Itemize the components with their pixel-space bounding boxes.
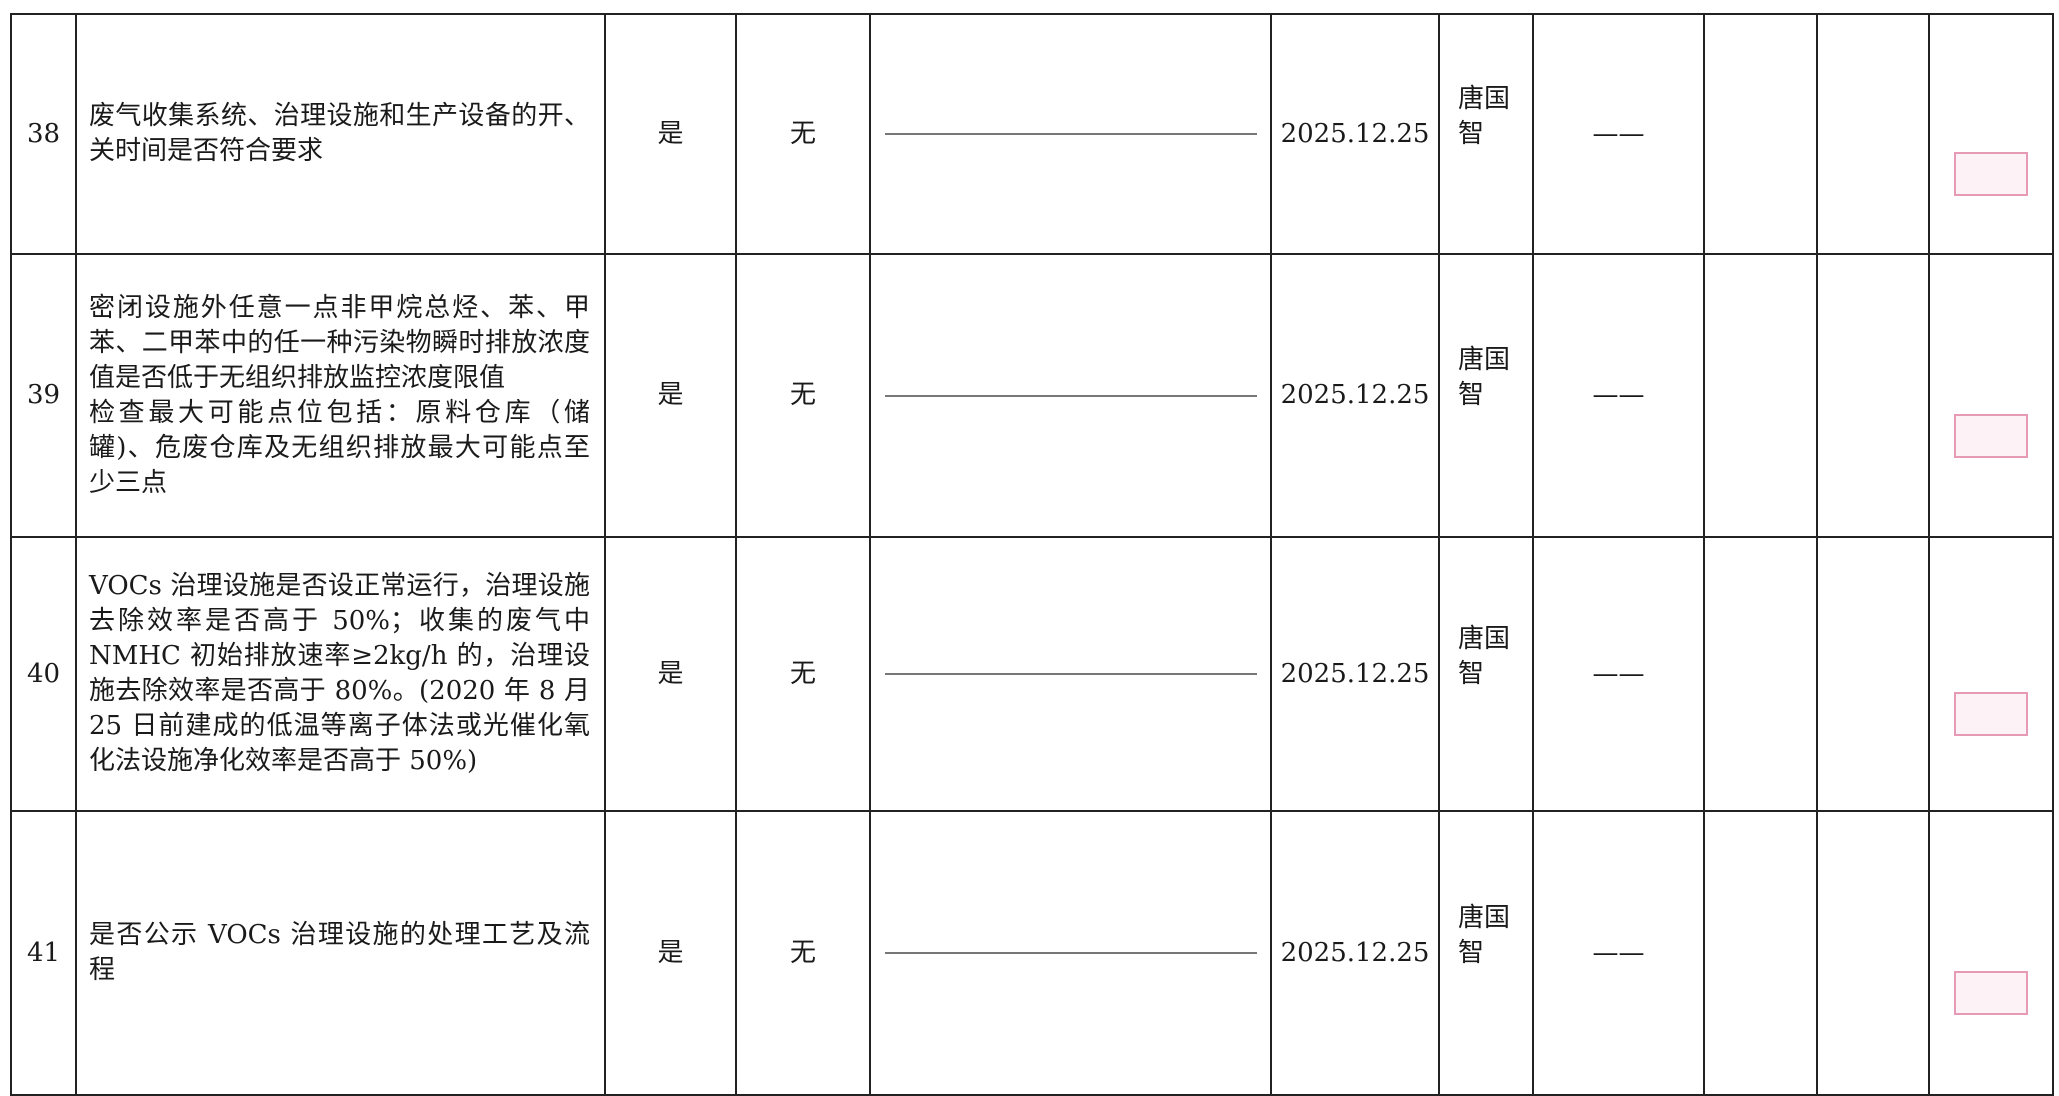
remark: —— bbox=[1592, 118, 1645, 149]
empty-cell bbox=[1703, 810, 1818, 1096]
evidence-photo bbox=[884, 673, 1257, 675]
date-cell: 2025.12.25 bbox=[1270, 253, 1440, 538]
empty-cell bbox=[1703, 253, 1818, 538]
remark: —— bbox=[1592, 937, 1645, 968]
conformity: 是 bbox=[604, 13, 737, 255]
remark-cell: —— bbox=[1532, 253, 1705, 538]
photo-cell bbox=[869, 13, 1272, 255]
row-number: 40 bbox=[10, 536, 77, 812]
remark-cell: —— bbox=[1532, 536, 1705, 812]
item-text: 是否公示 VOCs 治理设施的处理工艺及流程 bbox=[89, 920, 590, 985]
conformity: 是 bbox=[604, 536, 737, 812]
row-number: 41 bbox=[10, 810, 77, 1096]
date: 2025.12.25 bbox=[1280, 937, 1430, 968]
issue: 无 bbox=[735, 536, 871, 812]
table-row: 40 VOCs 治理设施是否设正常运行，治理设施去除效率是否高于 50%；收集的废… bbox=[10, 536, 2054, 812]
item-text: 废气收集系统、治理设施和生产设备的开、关时间是否符合要求 bbox=[89, 101, 590, 166]
inspector: 唐国智 bbox=[1458, 902, 1511, 968]
date: 2025.12.25 bbox=[1280, 658, 1430, 689]
issue: 无 bbox=[735, 253, 871, 538]
issue: 无 bbox=[735, 13, 871, 255]
remark: —— bbox=[1592, 658, 1645, 689]
stamp-cell bbox=[1928, 13, 2054, 255]
row-number: 39 bbox=[10, 253, 77, 538]
evidence-photo bbox=[884, 952, 1257, 954]
empty-cell bbox=[1816, 810, 1930, 1096]
empty-cell bbox=[1816, 13, 1930, 255]
evidence-photo bbox=[884, 133, 1257, 135]
photo-cell bbox=[869, 810, 1272, 1096]
table-row: 39 密闭设施外任意一点非甲烷总烃、苯、甲苯、二甲苯中的任一种污染物瞬时排放浓度值… bbox=[10, 253, 2054, 538]
item-text: 检查最大可能点位包括：原料仓库（储罐)、危废仓库及无组织排放最大可能点至少三点 bbox=[89, 397, 590, 498]
check-item: 是否公示 VOCs 治理设施的处理工艺及流程 bbox=[75, 810, 606, 1096]
date: 2025.12.25 bbox=[1280, 380, 1430, 410]
signature-stamp bbox=[1954, 692, 2028, 736]
item-text: 密闭设施外任意一点非甲烷总烃、苯、甲苯、二甲苯中的任一种污染物瞬时排放浓度值是否… bbox=[89, 292, 590, 393]
date-cell: 2025.12.25 bbox=[1270, 536, 1440, 812]
signature-stamp bbox=[1954, 152, 2028, 196]
evidence-photo bbox=[884, 394, 1257, 397]
empty-cell bbox=[1816, 253, 1930, 538]
check-item: 密闭设施外任意一点非甲烷总烃、苯、甲苯、二甲苯中的任一种污染物瞬时排放浓度值是否… bbox=[75, 253, 606, 538]
date-cell: 2025.12.25 bbox=[1270, 13, 1440, 255]
photo-cell bbox=[869, 253, 1272, 538]
remark: —— bbox=[1592, 380, 1645, 410]
date: 2025.12.25 bbox=[1280, 118, 1430, 149]
photo-cell bbox=[869, 536, 1272, 812]
stamp-cell bbox=[1928, 810, 2054, 1096]
inspector-cell: 唐国智 bbox=[1438, 13, 1534, 255]
inspector: 唐国智 bbox=[1458, 345, 1511, 410]
empty-cell bbox=[1816, 536, 1930, 812]
check-item: 废气收集系统、治理设施和生产设备的开、关时间是否符合要求 bbox=[75, 13, 606, 255]
issue: 无 bbox=[735, 810, 871, 1096]
signature-stamp bbox=[1954, 413, 2028, 458]
inspector: 唐国智 bbox=[1458, 83, 1511, 149]
inspector-cell: 唐国智 bbox=[1438, 536, 1534, 812]
inspector-cell: 唐国智 bbox=[1438, 810, 1534, 1096]
remark-cell: —— bbox=[1532, 810, 1705, 1096]
empty-cell bbox=[1703, 536, 1818, 812]
signature-stamp bbox=[1954, 971, 2028, 1015]
item-text: VOCs 治理设施是否设正常运行，治理设施去除效率是否高于 50%；收集的废气中… bbox=[89, 571, 590, 776]
remark-cell: —— bbox=[1532, 13, 1705, 255]
empty-cell bbox=[1703, 13, 1818, 255]
table-row: 38 废气收集系统、治理设施和生产设备的开、关时间是否符合要求是无 2025.12.… bbox=[10, 13, 2054, 255]
inspector-cell: 唐国智 bbox=[1438, 253, 1534, 538]
conformity: 是 bbox=[604, 253, 737, 538]
table-row: 41 是否公示 VOCs 治理设施的处理工艺及流程是无 2025.12.25 唐国智 —… bbox=[10, 810, 2054, 1096]
date-cell: 2025.12.25 bbox=[1270, 810, 1440, 1096]
check-item: VOCs 治理设施是否设正常运行，治理设施去除效率是否高于 50%；收集的废气中… bbox=[75, 536, 606, 812]
stamp-cell bbox=[1928, 536, 2054, 812]
conformity: 是 bbox=[604, 810, 737, 1096]
stamp-cell bbox=[1928, 253, 2054, 538]
inspector: 唐国智 bbox=[1458, 623, 1511, 689]
inspection-table: 38 废气收集系统、治理设施和生产设备的开、关时间是否符合要求是无 2025.12.… bbox=[10, 13, 2054, 1096]
row-number: 38 bbox=[10, 13, 77, 255]
